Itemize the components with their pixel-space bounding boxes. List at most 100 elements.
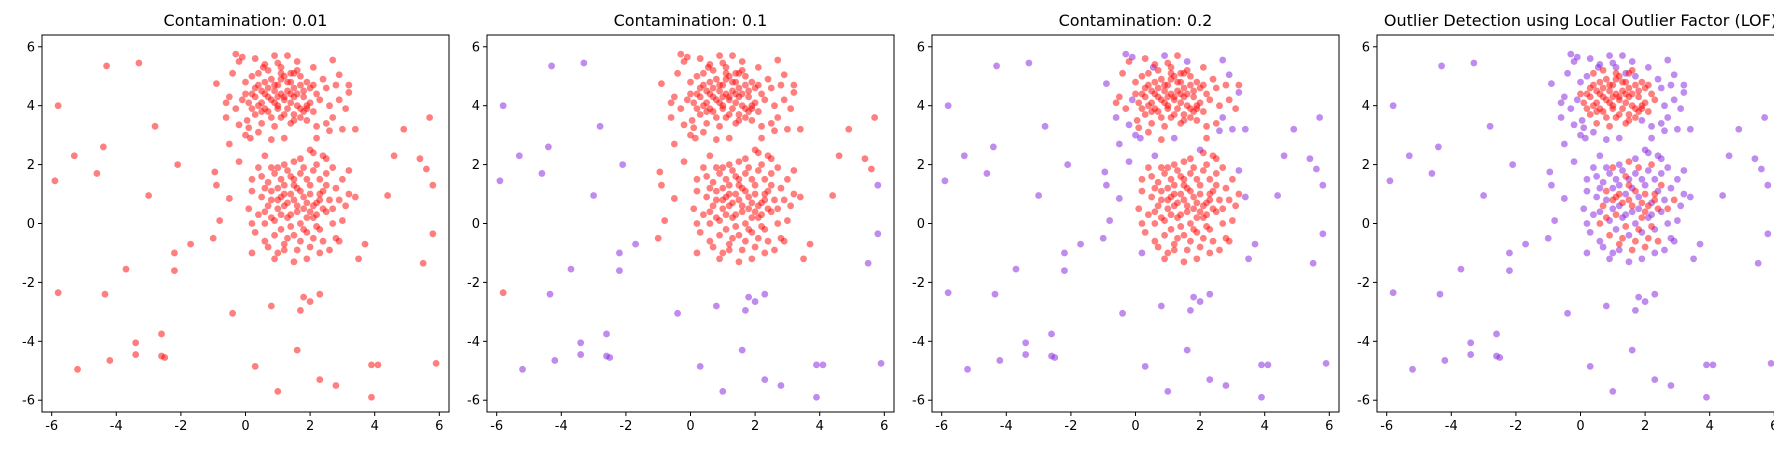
inlier-point — [761, 96, 769, 104]
inlier-point — [232, 50, 240, 58]
inlier-point — [309, 81, 317, 89]
inlier-point — [151, 122, 159, 130]
inlier-point — [1606, 87, 1613, 95]
outlier-point — [499, 102, 507, 110]
inlier-point — [1625, 181, 1633, 189]
inlier-point — [1232, 105, 1240, 113]
inlier-point — [261, 184, 269, 192]
inlier-point — [368, 361, 375, 369]
outlier-point — [1522, 240, 1529, 248]
inlier-point — [690, 124, 698, 132]
inlier-point — [758, 161, 765, 168]
inlier-point — [316, 376, 324, 383]
outlier-point — [1680, 81, 1688, 89]
inlier-point — [774, 56, 782, 64]
inlier-point — [101, 290, 109, 298]
inlier-point — [1177, 99, 1185, 107]
inlier-point — [742, 81, 749, 89]
outlier-point — [1625, 231, 1633, 239]
inlier-point — [274, 59, 282, 67]
inlier-point — [716, 87, 723, 95]
outlier-point — [745, 293, 753, 301]
inlier-point — [213, 181, 220, 189]
inlier-point — [719, 93, 727, 101]
outlier-point — [1648, 122, 1655, 130]
inlier-point — [1644, 108, 1652, 115]
inlier-point — [280, 93, 288, 101]
outlier-point — [819, 361, 827, 369]
inlier-point — [93, 170, 101, 177]
inlier-point — [1177, 78, 1185, 86]
inlier-point — [1183, 90, 1191, 98]
outlier-point — [590, 192, 597, 199]
inlier-point — [303, 175, 311, 183]
outlier-point — [1438, 62, 1445, 70]
outlier-point — [1183, 58, 1191, 65]
inlier-point — [287, 78, 295, 86]
inlier-point — [277, 211, 285, 219]
outlier-point — [964, 365, 971, 373]
inlier-point — [242, 131, 249, 139]
inlier-point — [703, 172, 711, 180]
inlier-point — [187, 240, 194, 248]
inlier-point — [267, 302, 275, 310]
outlier-point — [1696, 240, 1704, 248]
outlier-point — [1245, 255, 1252, 263]
subplot-3: Contamination: 0.2 -6 -4 -2 0 2 4 6 -6 -4 -2 0 2 4 6 — [912, 11, 1340, 434]
outlier-point — [1101, 168, 1109, 176]
inlier-point — [1174, 105, 1181, 113]
inlier-point — [784, 175, 791, 183]
inlier-point — [316, 196, 324, 204]
inlier-point — [1154, 93, 1162, 101]
outlier-point — [603, 330, 610, 338]
inlier-point — [1177, 211, 1185, 219]
outlier-point — [1241, 125, 1249, 133]
y-tick-label: -2 — [467, 276, 480, 291]
inlier-point — [297, 170, 304, 177]
outlier-point — [1183, 346, 1191, 354]
inlier-point — [748, 102, 756, 110]
x-tick-label: 2 — [1196, 419, 1204, 434]
inlier-point — [1190, 205, 1198, 213]
inlier-point — [267, 164, 275, 171]
inlier-point — [300, 193, 308, 201]
inlier-point — [861, 155, 869, 163]
inlier-point — [290, 117, 298, 124]
inlier-point — [722, 69, 730, 77]
inlier-point — [1590, 69, 1597, 77]
inlier-point — [738, 246, 746, 254]
inlier-point — [687, 131, 694, 139]
outlier-point — [1651, 249, 1659, 257]
inlier-point — [1183, 208, 1191, 216]
inlier-point — [780, 237, 788, 245]
inlier-point — [700, 102, 707, 110]
inlier-point — [735, 258, 743, 266]
x-tick-label: -4 — [110, 419, 123, 434]
inlier-point — [1157, 75, 1165, 83]
subplot-4: Outlier Detection using Local Outlier Fa… — [1357, 11, 1774, 434]
outlier-point — [1767, 360, 1774, 367]
inlier-point — [1115, 93, 1123, 101]
inlier-point — [300, 205, 308, 213]
inlier-point — [303, 199, 311, 207]
inlier-point — [709, 243, 717, 251]
inlier-point — [264, 84, 272, 92]
inlier-point — [1133, 117, 1141, 124]
inlier-point — [1164, 205, 1172, 213]
outlier-point — [1593, 193, 1601, 201]
inlier-point — [322, 170, 330, 177]
inlier-point — [1612, 211, 1620, 219]
inlier-point — [222, 99, 230, 107]
inlier-point — [1199, 64, 1207, 71]
outlier-point — [1319, 181, 1327, 189]
outlier-point — [546, 290, 554, 298]
outlier-point — [941, 177, 949, 185]
outlier-point — [1164, 387, 1172, 395]
outlier-point — [1138, 249, 1146, 257]
inlier-point — [1622, 99, 1630, 107]
outlier-point — [1506, 249, 1513, 257]
outlier-point — [1686, 193, 1694, 201]
inlier-point — [316, 96, 324, 104]
inlier-point — [712, 187, 720, 195]
y-tick-label: -6 — [912, 394, 925, 409]
